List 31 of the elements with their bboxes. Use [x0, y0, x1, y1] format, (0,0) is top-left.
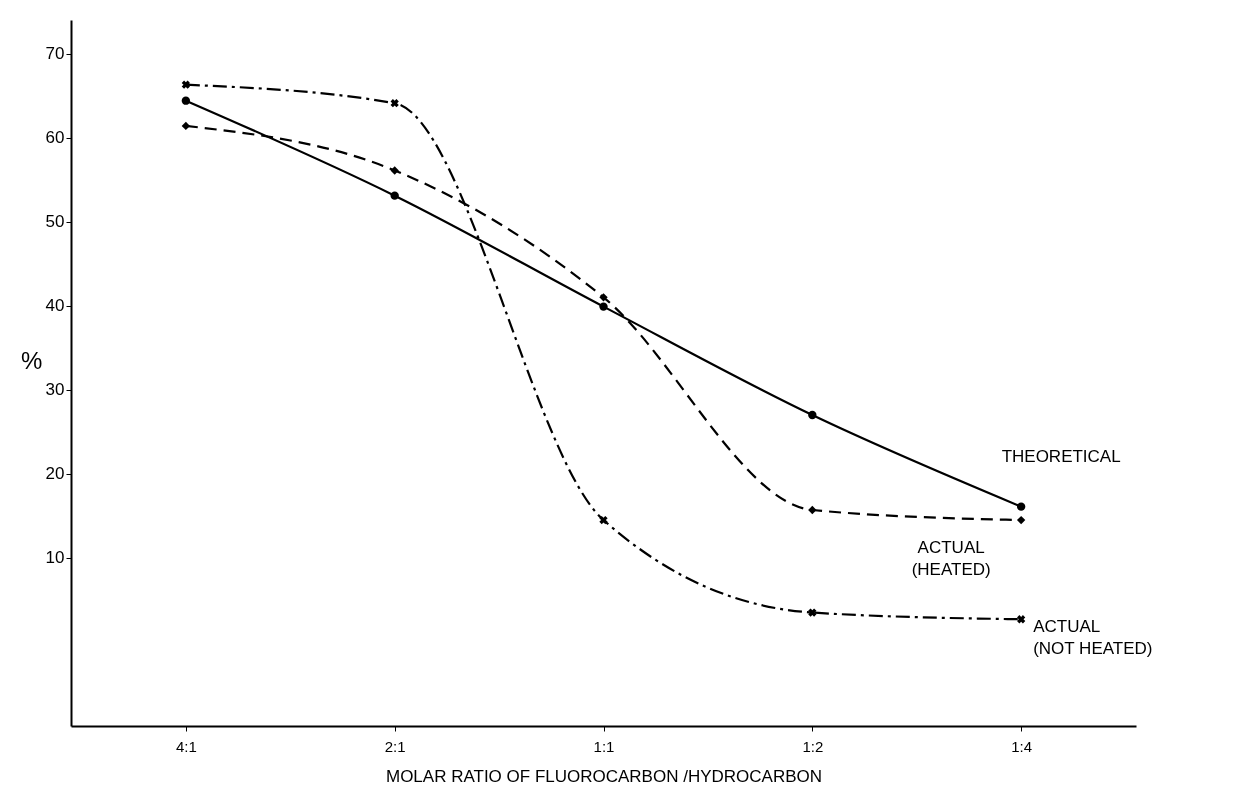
y-axis-title: % — [20, 346, 43, 374]
x-tick-label: 1:2 — [802, 737, 824, 755]
point — [1016, 515, 1026, 525]
series-label: ACTUAL (NOT HEATED) — [1033, 617, 1153, 659]
point — [808, 608, 817, 617]
x-tick-label: 2:1 — [384, 737, 406, 755]
point — [599, 302, 608, 311]
point — [808, 410, 817, 420]
series-label: THEORETICAL — [1001, 446, 1121, 466]
point — [181, 121, 191, 131]
x-axis-title: MOLAR RATIO OF FLUOROCARBON /HYDROCARBON — [385, 766, 823, 786]
y-tick-label: 60 — [45, 128, 65, 148]
y-tick-label: 40 — [45, 296, 65, 316]
x-tick-label: 1:1 — [593, 737, 615, 755]
point — [1017, 615, 1026, 624]
point — [390, 191, 399, 200]
series-label: ACTUAL (HEATED) — [911, 538, 991, 580]
point — [808, 505, 817, 515]
y-tick-label: 50 — [45, 212, 65, 232]
point — [599, 293, 608, 302]
point — [390, 99, 399, 108]
y-tick-label: 20 — [45, 464, 65, 484]
x-tick-label: 1:4 — [1011, 737, 1033, 755]
point — [181, 96, 191, 105]
y-tick-label: 10 — [45, 548, 65, 568]
point — [181, 80, 190, 89]
point — [1016, 502, 1026, 511]
point — [390, 166, 399, 175]
y-tick-label: 70 — [45, 44, 65, 64]
x-tick-label: 4:1 — [175, 737, 197, 755]
y-tick-label: 30 — [45, 380, 65, 400]
